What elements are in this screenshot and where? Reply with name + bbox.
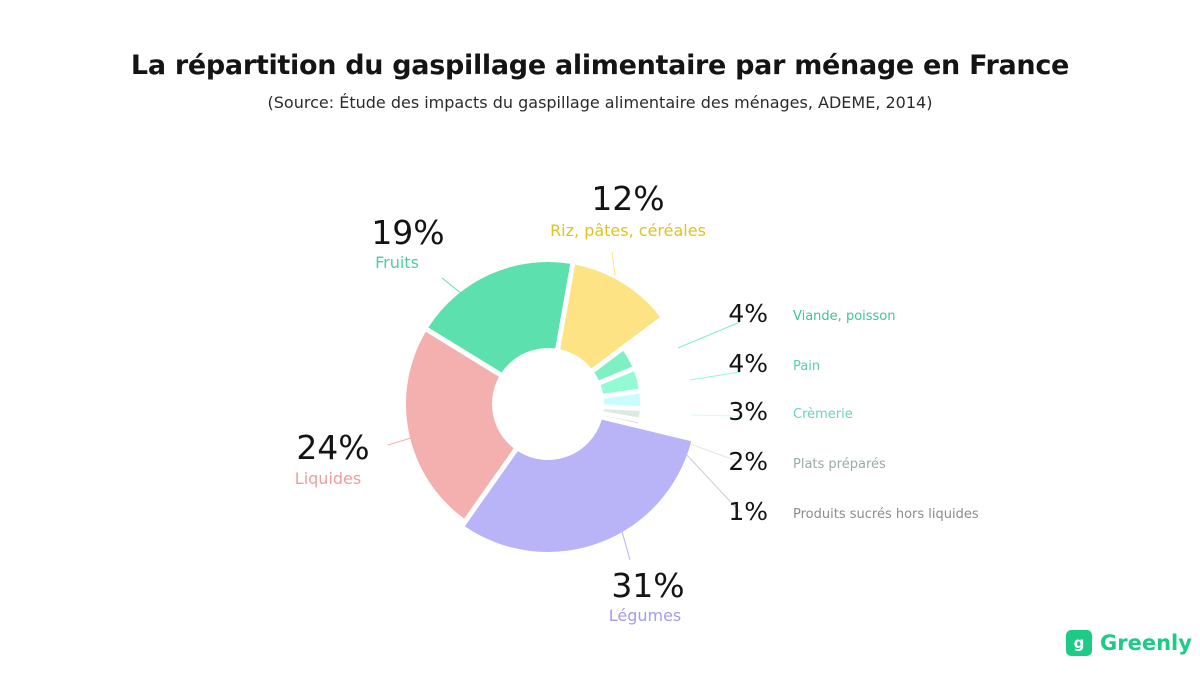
slice-produits-sucres-hors-liquides bbox=[602, 415, 639, 424]
leader-line-produits-sucres-hors-liquides bbox=[685, 453, 741, 513]
category-label-pain: Pain bbox=[793, 359, 820, 374]
chart-title: La répartition du gaspillage alimentaire… bbox=[130, 50, 1070, 81]
value-label-legumes: 31% bbox=[611, 566, 684, 605]
category-label-legumes: Légumes bbox=[609, 606, 682, 625]
leader-line-plats-prepares bbox=[689, 443, 741, 463]
value-label-cremerie: 3% bbox=[728, 397, 768, 426]
slice-plats-prepares bbox=[603, 409, 640, 418]
leader-line-riz-pates-cereales bbox=[611, 251, 616, 276]
slice-legumes bbox=[464, 419, 692, 552]
chart-subtitle: (Source: Étude des impacts du gaspillage… bbox=[267, 93, 933, 112]
value-label-pain: 4% bbox=[728, 349, 768, 378]
leader-line-fruits bbox=[441, 277, 463, 295]
category-label-produits-sucres-hors-liquides: Produits sucrés hors liquides bbox=[793, 507, 979, 522]
value-label-produits-sucres-hors-liquides: 1% bbox=[728, 497, 768, 526]
leader-line-pain bbox=[689, 371, 741, 381]
leader-line-cremerie bbox=[691, 414, 741, 417]
slice-pain bbox=[600, 371, 639, 394]
value-label-fruits: 19% bbox=[371, 213, 444, 252]
greenly-logo-text: Greenly bbox=[1100, 631, 1192, 655]
value-label-riz-pates-cereales: 12% bbox=[591, 179, 664, 218]
value-label-plats-prepares: 2% bbox=[728, 447, 768, 476]
category-label-liquides: Liquides bbox=[295, 469, 361, 488]
slice-viande-poisson bbox=[594, 350, 633, 381]
category-label-riz-pates-cereales: Riz, pâtes, céréales bbox=[550, 221, 706, 240]
greenly-logo-icon: g bbox=[1066, 630, 1092, 656]
slice-riz-pates-cereales bbox=[560, 264, 661, 369]
slice-liquides bbox=[406, 331, 514, 519]
leader-line-legumes bbox=[620, 527, 631, 561]
category-label-viande-poisson: Viande, poisson bbox=[793, 309, 896, 324]
value-label-liquides: 24% bbox=[296, 428, 369, 467]
leader-line-liquides bbox=[387, 437, 412, 446]
category-label-fruits: Fruits bbox=[375, 253, 419, 272]
slice-cremerie bbox=[603, 393, 640, 406]
slice-fruits bbox=[428, 262, 571, 373]
category-label-cremerie: Crèmerie bbox=[793, 407, 853, 422]
greenly-logo: g Greenly bbox=[1066, 630, 1192, 656]
leader-line-viande-poisson bbox=[677, 321, 741, 349]
value-label-viande-poisson: 4% bbox=[728, 299, 768, 328]
category-label-plats-prepares: Plats préparés bbox=[793, 457, 886, 472]
